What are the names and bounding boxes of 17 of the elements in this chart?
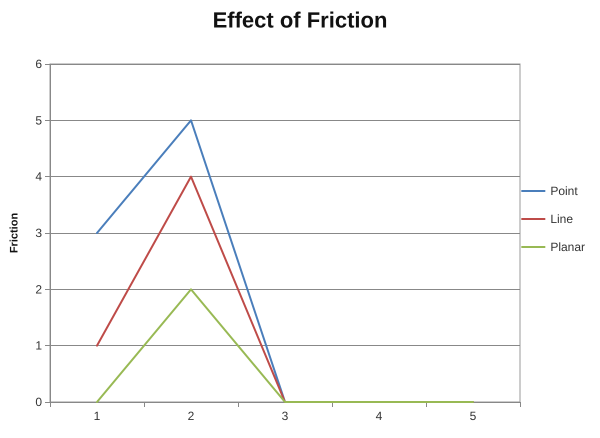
x-tick-label: 5	[470, 409, 477, 423]
x-tick-label: 2	[188, 409, 195, 423]
y-tick-label: 0	[35, 395, 42, 409]
y-tick-label: 1	[35, 338, 42, 353]
y-axis-title: Friction	[8, 212, 20, 254]
x-tick-label: 1	[94, 409, 101, 423]
y-tick-label: 5	[35, 113, 42, 128]
legend-label: Line	[550, 212, 574, 226]
y-tick-label: 4	[35, 170, 42, 184]
x-tick-label: 4	[376, 409, 383, 423]
y-tick-label: 6	[35, 57, 42, 71]
y-tick-label: 2	[35, 282, 42, 296]
chart-title: Effect of Friction	[212, 8, 388, 32]
y-tick-label: 3	[35, 226, 42, 240]
legend-label: Point	[550, 184, 578, 198]
x-tick-label: 3	[282, 409, 289, 423]
legend-label: Planar	[550, 240, 586, 254]
